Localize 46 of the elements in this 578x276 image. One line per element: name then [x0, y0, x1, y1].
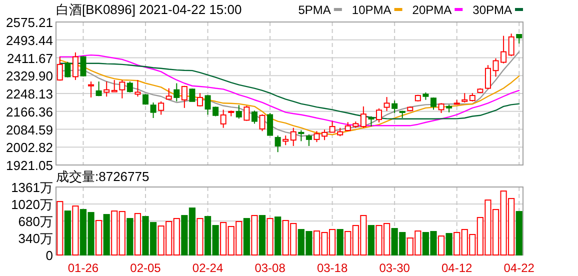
legend-label: 30PMA: [472, 3, 512, 17]
y-tick-label: 1020万: [11, 197, 53, 212]
x-tick-label: 03-08: [254, 261, 286, 275]
y-tick-label: 680万: [18, 214, 53, 230]
bar: [72, 206, 79, 256]
bar: [64, 210, 71, 256]
bar: [243, 218, 250, 256]
bar: [56, 201, 64, 256]
chart-title: 白酒[BK0896] 2021-04-22 15:00: [56, 2, 242, 17]
bar: [251, 215, 258, 256]
x-tick-label: 03-18: [316, 261, 348, 275]
bar: [126, 218, 134, 256]
x-tick-label: 04-22: [504, 261, 535, 275]
x-tick-label: 02-05: [130, 261, 162, 275]
bar: [96, 220, 102, 256]
y-tick-label: 2493.44: [6, 32, 53, 48]
legend-label: 10PMA: [352, 3, 392, 17]
x-tick-label: 01-26: [68, 261, 99, 275]
y-tick-label: 1921.05: [6, 158, 53, 173]
bar: [103, 214, 110, 256]
legend-label: 20PMA: [412, 3, 452, 17]
y-tick-label: 2002.82: [6, 140, 53, 156]
x-tick-label: 04-12: [441, 261, 473, 275]
bar: [274, 216, 282, 256]
legend-label: 5PMA: [298, 3, 331, 17]
y-tick-label: 2329.90: [6, 68, 53, 84]
bar: [266, 218, 274, 256]
chart-title: 成交量:8726775: [56, 169, 150, 184]
bar: [516, 211, 522, 256]
bar: [258, 215, 266, 256]
y-tick-label: 0: [46, 248, 53, 263]
y-tick-label: 2248.13: [6, 86, 53, 102]
x-tick-label: 03-30: [379, 261, 410, 275]
bar: [446, 233, 452, 256]
y-tick-label: 2411.67: [6, 50, 53, 66]
y-tick-label: 2166.36: [6, 104, 53, 120]
y-tick-label: 1361万: [11, 180, 53, 195]
y-tick-label: 2575.21: [6, 15, 53, 30]
y-tick-label: 340万: [18, 231, 53, 246]
bar: [196, 218, 204, 256]
x-tick-label: 02-24: [192, 261, 224, 275]
y-tick-label: 2084.59: [6, 122, 53, 138]
bar: [336, 229, 344, 256]
bar: [438, 236, 445, 256]
bar: [368, 225, 375, 256]
bar: [134, 213, 142, 256]
